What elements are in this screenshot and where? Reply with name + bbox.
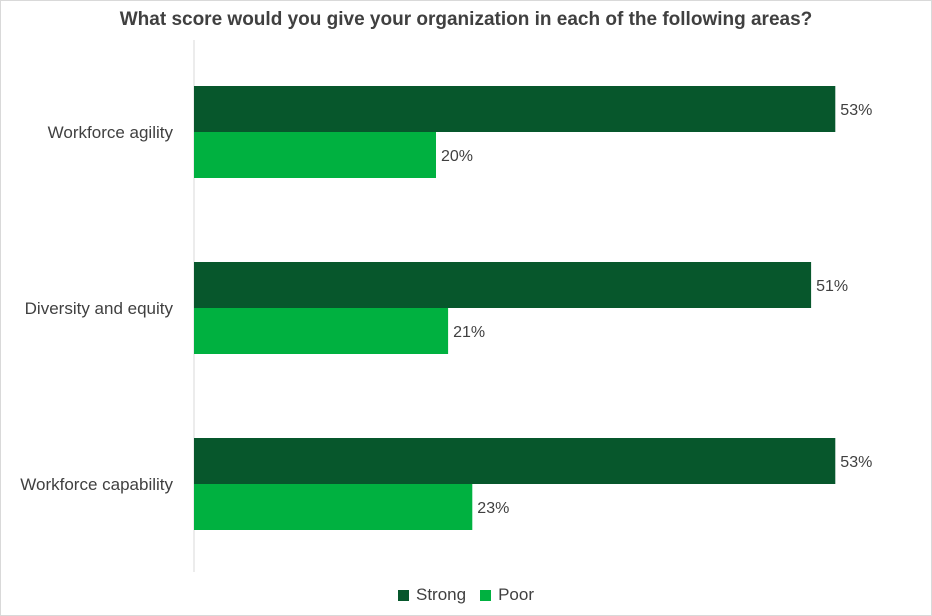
category-label: Workforce capability (20, 475, 173, 494)
bar-poor (194, 308, 449, 354)
data-label: 20% (441, 148, 473, 165)
legend-label-strong: Strong (415, 585, 467, 604)
bar-poor (194, 132, 436, 178)
bar-poor (194, 484, 473, 530)
chart-title: What score would you give your organizat… (119, 9, 813, 30)
legend: Strong Poor (0, 585, 932, 605)
legend-swatch-poor (480, 589, 492, 601)
category-label: Diversity and equity (25, 299, 174, 318)
legend-item-strong: Strong (397, 585, 467, 605)
data-label: 53% (840, 454, 872, 471)
data-label: 53% (840, 102, 872, 119)
legend-label-poor: Poor (498, 585, 534, 604)
data-label: 51% (816, 278, 848, 295)
legend-swatch-strong (397, 589, 409, 601)
data-label: 21% (453, 324, 485, 341)
legend-item-poor: Poor (480, 585, 534, 605)
bar-strong (194, 86, 836, 132)
data-label: 23% (477, 500, 509, 517)
category-label: Workforce agility (48, 123, 174, 142)
bar-strong (194, 438, 836, 484)
bar-strong (194, 262, 812, 308)
